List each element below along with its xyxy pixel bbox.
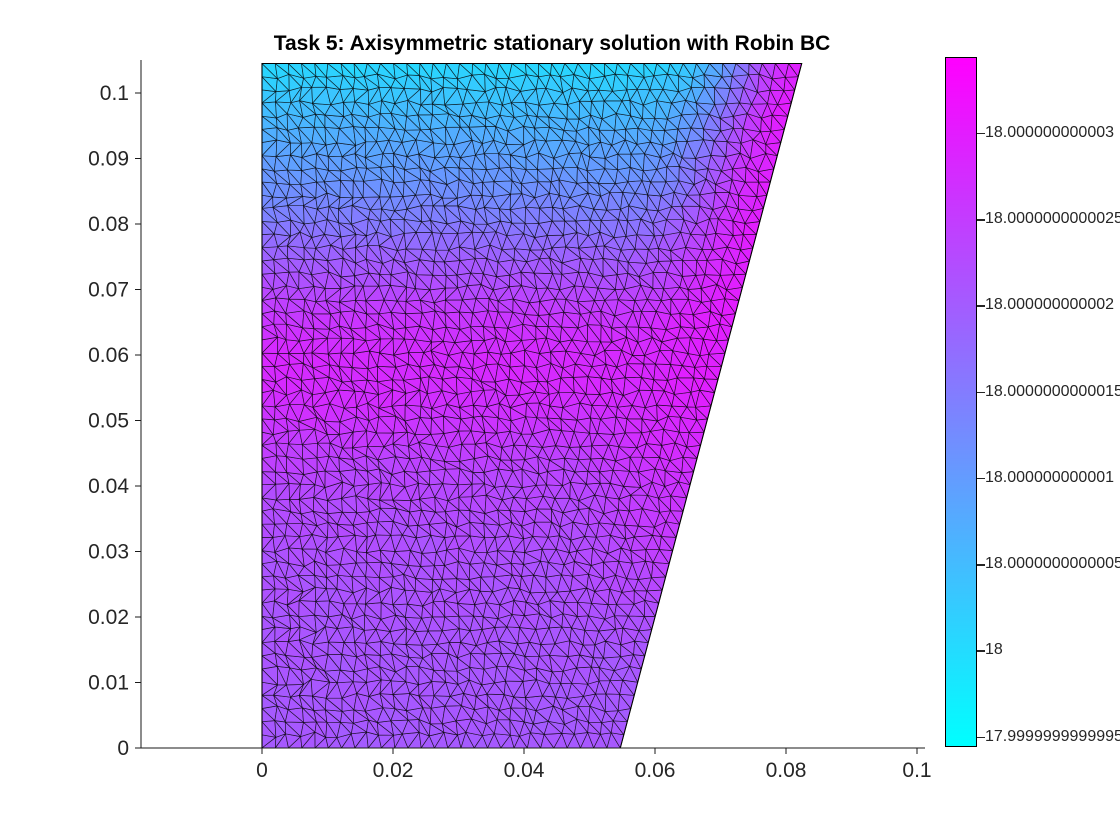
colorbar-tick-label: 18.0000000000015: [985, 382, 1120, 400]
colorbar-tick: [977, 564, 985, 566]
x-tick-label: 0.06: [635, 759, 676, 782]
colorbar-tick-label: 18.0000000000005: [985, 555, 1120, 573]
colorbar-tick-label: 18: [985, 641, 1003, 659]
y-tick-label: 0.03: [88, 541, 129, 564]
y-tick-label: 0.01: [88, 672, 129, 695]
plot-title: Task 5: Axisymmetric stationary solution…: [273, 32, 831, 55]
colorbar-tick: [977, 650, 985, 652]
colorbar-tick: [977, 391, 985, 394]
y-tick-label: 0.07: [88, 279, 129, 302]
x-tick-label: 0.08: [766, 759, 807, 782]
y-tick-label: 0.1: [100, 82, 129, 105]
x-tick-label: 0.02: [373, 759, 414, 782]
colorbar-tick: [977, 477, 985, 480]
x-tick-label: 0.04: [504, 759, 545, 782]
y-tick-label: 0.04: [88, 475, 129, 498]
y-tick-label: 0: [117, 737, 129, 760]
colorbar-tick: [977, 219, 985, 221]
colorbar: 17.9999999999995 18 18.0000000000005 18.000…: [945, 57, 1120, 747]
colorbar-tick-label: 18.000000000003: [985, 123, 1115, 141]
x-tick-label: 0: [256, 759, 268, 782]
y-tick-label: 0.09: [88, 148, 129, 171]
colorbar-tick-label: 17.9999999999995: [985, 727, 1120, 745]
y-tick-label: 0.08: [88, 213, 129, 236]
colorbar-gradient: [945, 57, 977, 747]
x-tick-label: 0.1: [902, 759, 931, 782]
colorbar-tick-label: 18.000000000002: [985, 296, 1115, 314]
colorbar-tick-label: 18.0000000000025: [985, 210, 1120, 228]
colorbar-tick: [977, 736, 985, 739]
mesh-triangles: [261, 62, 803, 749]
colorbar-tick: [977, 305, 985, 307]
colorbar-tick: [977, 132, 985, 135]
y-tick-label: 0.05: [88, 410, 129, 433]
colorbar-tick-label: 18.000000000001: [985, 468, 1115, 486]
y-tick-label: 0.06: [88, 344, 129, 367]
axes: 0 0.02 0.04 0.06 0.08 0.1 0 0.01 0.02 0.03 0.04 0.0…: [88, 60, 932, 782]
y-tick-label: 0.02: [88, 606, 129, 629]
